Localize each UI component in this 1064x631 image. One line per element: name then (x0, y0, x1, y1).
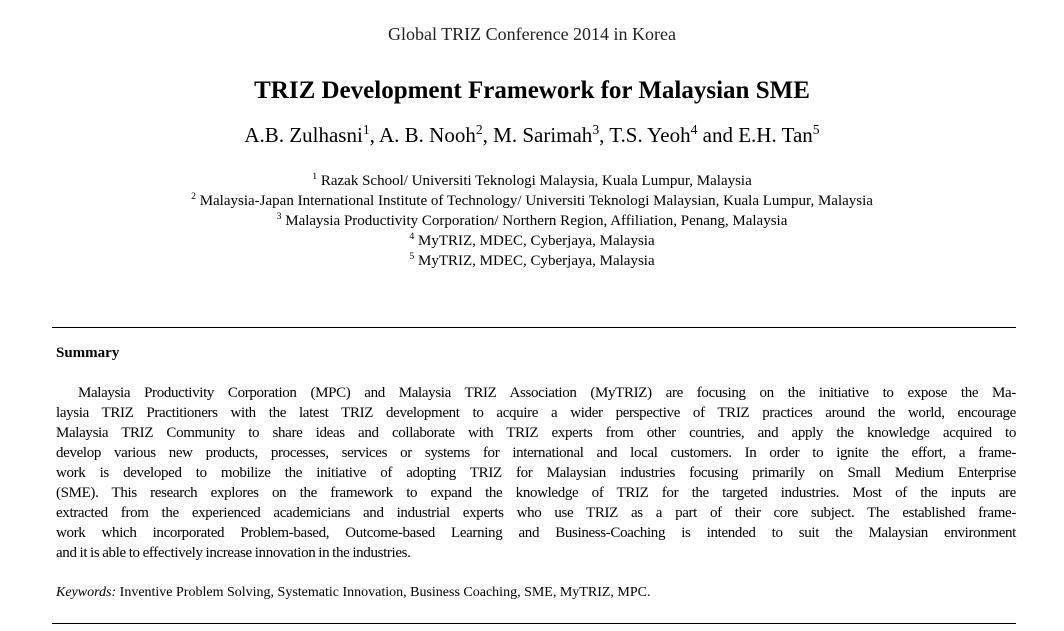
author-name: T.S. Yeoh (609, 123, 691, 147)
summary-heading: Summary (56, 345, 120, 361)
author-name: A. B. Nooh (378, 123, 476, 147)
author-separator: , (599, 123, 610, 147)
affiliation-text: Malaysia Productivity Corporation/ North… (285, 213, 788, 229)
summary-line: work which incorporated Problem-based, O… (56, 525, 1016, 541)
paper-title: TRIZ Development Framework for Malaysian… (254, 77, 810, 104)
author-separator: , (482, 123, 494, 147)
bottom-divider (52, 623, 1016, 624)
author-affiliation-mark: 3 (592, 122, 600, 137)
top-divider (52, 327, 1016, 328)
affiliation: 4 MyTRIZ, MDEC, Cyberjaya, Malaysia (0, 227, 1064, 251)
author-name: E.H. Tan (738, 123, 813, 147)
keywords-label: Keywords: (56, 585, 117, 600)
summary-line: (SME). This research explores on the fra… (56, 485, 1016, 501)
affiliation-mark: 3 (276, 211, 282, 222)
summary-line: Malaysia TRIZ Community to share ideas a… (56, 425, 1016, 441)
author-name: A.B. Zulhasni (244, 123, 363, 147)
author-separator: , (369, 123, 379, 147)
summary-line: laysia TRIZ Practitioners with the lates… (56, 405, 1016, 421)
affiliation-mark: 4 (409, 231, 415, 242)
author-affiliation-mark: 5 (812, 122, 820, 137)
affiliation-mark: 1 (312, 171, 318, 182)
affiliation: 5 MyTRIZ, MDEC, Cyberjaya, Malaysia (0, 247, 1064, 271)
author-affiliation-mark: 4 (690, 122, 698, 137)
affiliation: 2 Malaysia-Japan International Institute… (0, 187, 1064, 211)
author-separator: and (697, 123, 739, 147)
author-affiliation-mark: 2 (475, 122, 483, 137)
affiliation-text: Malaysia-Japan International Institute o… (199, 193, 873, 209)
summary-line: develop various new products, processes,… (56, 445, 1016, 461)
affiliation-text: Razak School/ Universiti Teknologi Malay… (320, 173, 752, 189)
affiliation-text: MyTRIZ, MDEC, Cyberjaya, Malaysia (418, 253, 655, 269)
affiliation-text: MyTRIZ, MDEC, Cyberjaya, Malaysia (418, 233, 655, 249)
author-list: A.B. Zulhasni1, A. B. Nooh2, M. Sarimah3… (0, 122, 1064, 148)
conference-header: Global TRIZ Conference 2014 in Korea (387, 24, 677, 44)
summary-line: and it is able to effectively increase i… (56, 545, 411, 561)
summary-line: Malaysia Productivity Corporation (MPC) … (78, 385, 1016, 401)
keywords: Keywords: Inventive Problem Solving, Sys… (56, 585, 650, 601)
author-name: M. Sarimah (493, 123, 593, 147)
summary-line: work is developed to mobilize the initia… (56, 465, 1016, 481)
affiliation-mark: 2 (191, 191, 196, 202)
affiliation: 1 Razak School/ Universiti Teknologi Mal… (0, 167, 1064, 191)
author-affiliation-mark: 1 (362, 122, 370, 137)
affiliation-mark: 5 (409, 251, 415, 262)
affiliation: 3 Malaysia Productivity Corporation/ Nor… (0, 207, 1064, 231)
keywords-text: Inventive Problem Solving, Systematic In… (116, 585, 651, 600)
summary-line: extracted from the experienced academici… (56, 505, 1016, 521)
